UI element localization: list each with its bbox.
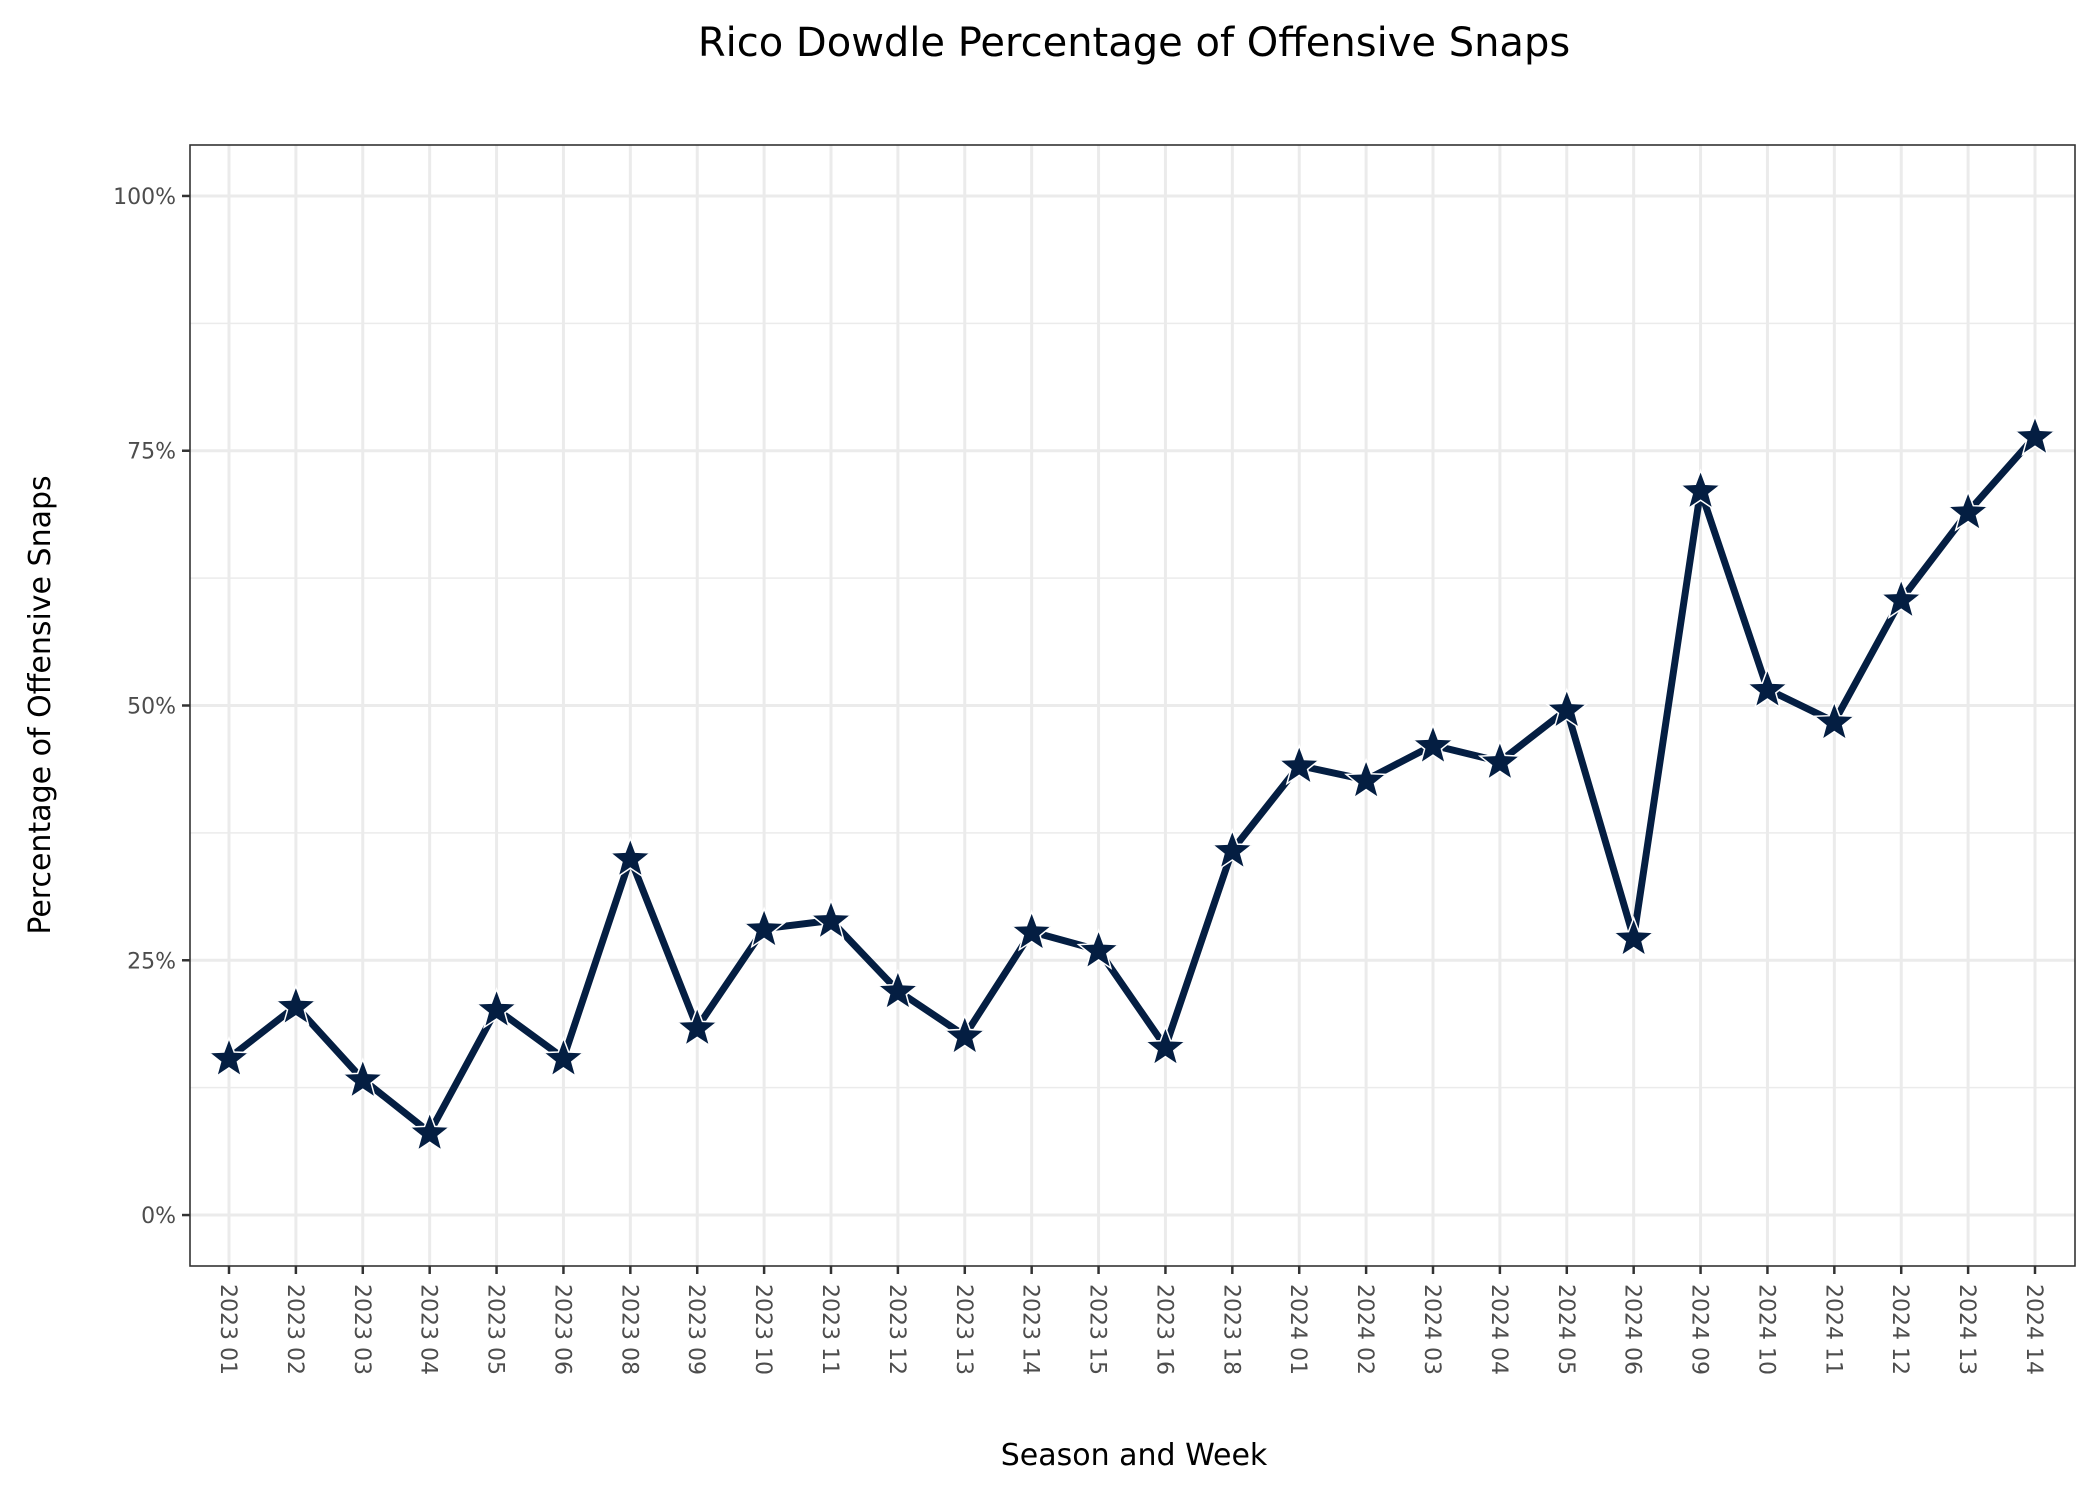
x-tick-label: 2024 12 (1887, 1284, 1912, 1375)
data-point-star (1879, 577, 1924, 620)
data-point-star (608, 836, 653, 879)
x-axis: 2023 01 2023 02 2023 03 2023 04 2023 05 2023 … (215, 1266, 2046, 1375)
data-point-star (1544, 687, 1589, 730)
x-tick-label: 2023 08 (616, 1284, 641, 1375)
data-point-star (1009, 909, 1054, 952)
y-axis-title: Percentage of Offensive Snaps (23, 475, 58, 934)
y-tick-label: 100% (113, 185, 176, 210)
data-point-star (1210, 828, 1255, 870)
x-tick-label: 2024 06 (1620, 1284, 1645, 1375)
x-tick-label: 2023 01 (215, 1284, 240, 1375)
y-tick-label: 25% (127, 949, 176, 974)
x-tick-label: 2023 02 (282, 1284, 307, 1375)
x-tick-label: 2023 10 (750, 1284, 775, 1375)
data-point-star (1076, 927, 1121, 970)
data-point-star (474, 987, 519, 1029)
data-point-star (1745, 667, 1790, 709)
series-line (225, 432, 2039, 1136)
data-point-star (273, 983, 318, 1026)
x-tick-label: 2023 05 (483, 1284, 508, 1375)
x-tick-label: 2023 04 (416, 1284, 441, 1375)
data-point-star (1812, 699, 1857, 742)
x-tick-label: 2023 16 (1151, 1284, 1176, 1375)
x-tick-label: 2024 01 (1285, 1284, 1310, 1375)
data-point-star (1611, 915, 1656, 958)
panel-border (189, 144, 2076, 1267)
x-tick-label: 2023 12 (884, 1284, 909, 1375)
data-point-star (742, 906, 787, 949)
y-tick-label: 50% (127, 695, 176, 720)
x-tick-label: 2024 02 (1352, 1284, 1377, 1375)
data-point-star (1277, 743, 1322, 786)
chart-title: Rico Dowdle Percentage of Offensive Snap… (698, 20, 1570, 66)
x-tick-label: 2023 18 (1218, 1284, 1243, 1375)
data-point-star (942, 1013, 987, 1056)
data-point-star (1344, 757, 1389, 800)
data-point-star (875, 968, 920, 1011)
x-tick-label: 2024 13 (1954, 1284, 1979, 1375)
series (206, 414, 2058, 1153)
x-axis-title: Season and Week (1001, 1438, 1268, 1473)
x-tick-label: 2024 04 (1486, 1284, 1511, 1375)
x-tick-label: 2023 09 (683, 1284, 708, 1375)
x-tick-label: 2024 10 (1753, 1284, 1778, 1375)
data-point-star (340, 1057, 385, 1100)
y-axis: 0% 25% 50% 75% 100% (113, 185, 190, 1229)
data-point-star (1946, 489, 1991, 532)
x-tick-label: 2023 06 (549, 1284, 574, 1375)
data-point-star (541, 1035, 586, 1078)
data-point-star (675, 1005, 720, 1048)
x-tick-label: 2024 14 (2021, 1284, 2046, 1375)
x-tick-label: 2024 03 (1419, 1284, 1444, 1375)
x-tick-label: 2024 09 (1687, 1284, 1712, 1375)
x-tick-label: 2024 05 (1553, 1284, 1578, 1375)
x-tick-label: 2023 03 (349, 1284, 374, 1375)
x-tick-label: 2024 11 (1820, 1284, 1845, 1375)
y-tick-label: 75% (127, 440, 176, 465)
y-tick-label: 0% (141, 1204, 176, 1229)
data-point-star (407, 1110, 452, 1153)
data-point-star (1678, 468, 1723, 511)
data-point-star (1143, 1024, 1188, 1067)
data-point-star (808, 898, 854, 941)
grid (190, 145, 2075, 1266)
data-point-star (2012, 414, 2058, 457)
x-tick-label: 2023 15 (1085, 1284, 1110, 1375)
data-point-star (1477, 739, 1522, 782)
data-point-star (1410, 723, 1456, 765)
x-tick-label: 2023 13 (951, 1284, 976, 1375)
x-tick-label: 2023 14 (1018, 1284, 1043, 1375)
x-tick-label: 2023 11 (817, 1284, 842, 1375)
data-point-star (206, 1035, 252, 1078)
